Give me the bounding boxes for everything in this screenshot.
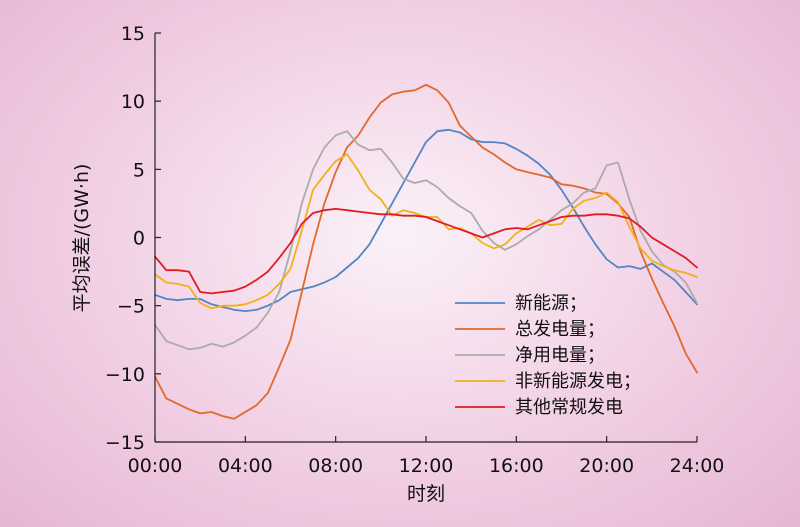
y-tick-label: 15 [121,23,145,45]
series-line-1 [154,128,698,313]
legend-label-3: 净用电量； [515,345,605,366]
x-tick-label: 24:00 [670,455,725,477]
y-tick-label: −5 [117,296,145,318]
series-line-2 [154,83,698,420]
series-line-5 [154,207,698,295]
y-tick-label: 10 [121,91,145,113]
x-tick-label: 08:00 [308,455,363,477]
legend-label-1: 新能源； [515,293,587,314]
legend-label-2: 总发电量； [515,319,605,340]
y-axis-title: 平均误差/(GW·h) [71,164,93,313]
x-axis-title: 时刻 [407,483,445,505]
x-tick-label: 16:00 [489,455,544,477]
legend-label-4: 非新能源发电； [515,371,641,392]
series-layer [154,83,698,420]
legend: 新能源； 总发电量； 净用电量； 非新能源发电； 其他常规发电 [455,293,641,418]
legend-label-5: 其他常规发电 [515,397,623,418]
x-tick-label: 12:00 [399,455,454,477]
y-tick-label: −15 [105,432,145,454]
series-line-3 [154,130,698,351]
x-tick-label: 00:00 [128,455,183,477]
y-tick-label: 0 [133,228,145,250]
x-tick-label: 04:00 [218,455,273,477]
y-tick-label: −10 [105,364,145,386]
series-line-4 [154,153,698,310]
x-tick-label: 20:00 [579,455,634,477]
y-tick-label: 5 [133,159,145,181]
